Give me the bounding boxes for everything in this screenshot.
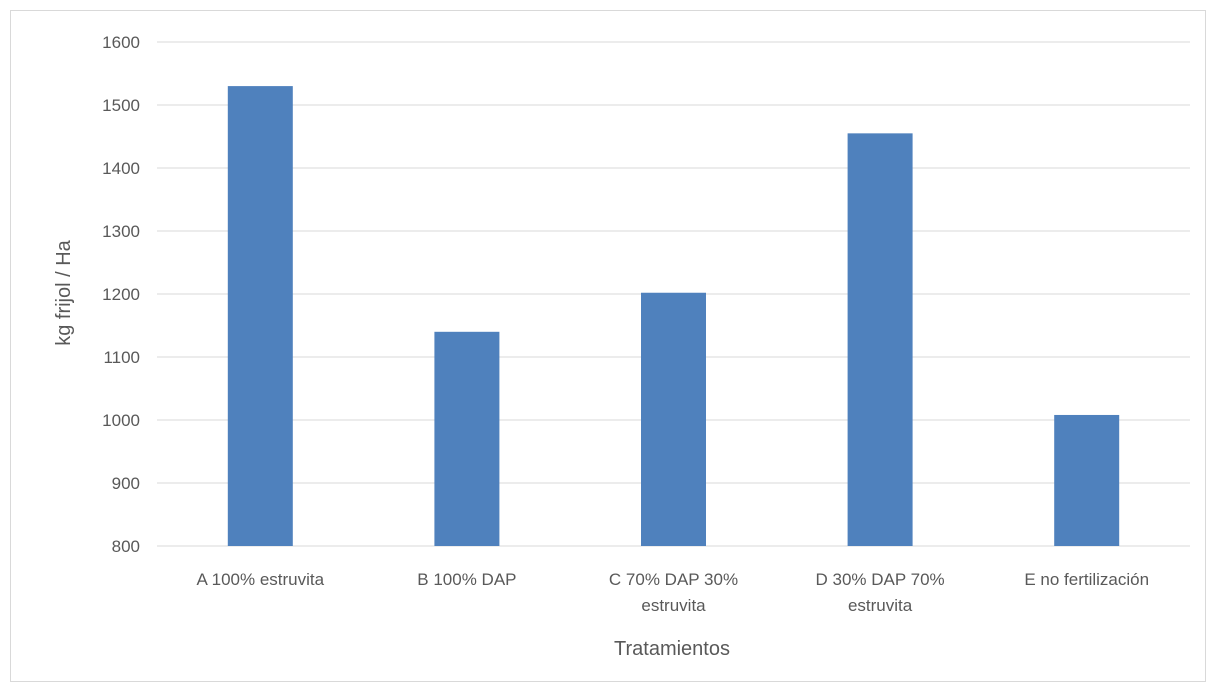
x-tick-label: B 100% DAP <box>417 570 516 589</box>
y-tick-label: 800 <box>112 537 140 556</box>
bar <box>847 133 913 546</box>
y-tick-label: 1200 <box>102 285 140 304</box>
x-tick-label: estruvita <box>848 596 913 615</box>
y-axis-ticks: 800 900 1000 1100 1200 1300 1400 1500 1600 <box>102 33 140 556</box>
x-tick-label: C 70% DAP 30% <box>609 570 738 589</box>
y-tick-label: 1100 <box>103 348 140 367</box>
x-tick-label: estruvita <box>641 596 706 615</box>
y-tick-label: 1400 <box>102 159 140 178</box>
y-tick-label: 1500 <box>102 96 140 115</box>
y-tick-label: 1300 <box>102 222 140 241</box>
x-axis-ticks: A 100% estruvita B 100% DAP C 70% DAP 30% e… <box>197 570 1150 615</box>
chart-frame <box>10 10 1206 682</box>
x-axis-title: Tratamientos <box>614 638 730 660</box>
bar <box>434 331 500 546</box>
x-tick-label: E no fertilización <box>1024 570 1149 589</box>
x-tick-label: A 100% estruvita <box>197 570 325 589</box>
y-tick-label: 1600 <box>102 33 140 52</box>
y-tick-label: 900 <box>112 474 140 493</box>
x-tick-label: D 30% DAP 70% <box>816 570 945 589</box>
bars <box>227 86 1120 546</box>
bar <box>641 292 706 546</box>
bar <box>227 86 293 546</box>
y-axis-title: kg frijol / Ha <box>53 239 75 345</box>
bar <box>1054 414 1120 546</box>
y-tick-label: 1000 <box>102 411 140 430</box>
